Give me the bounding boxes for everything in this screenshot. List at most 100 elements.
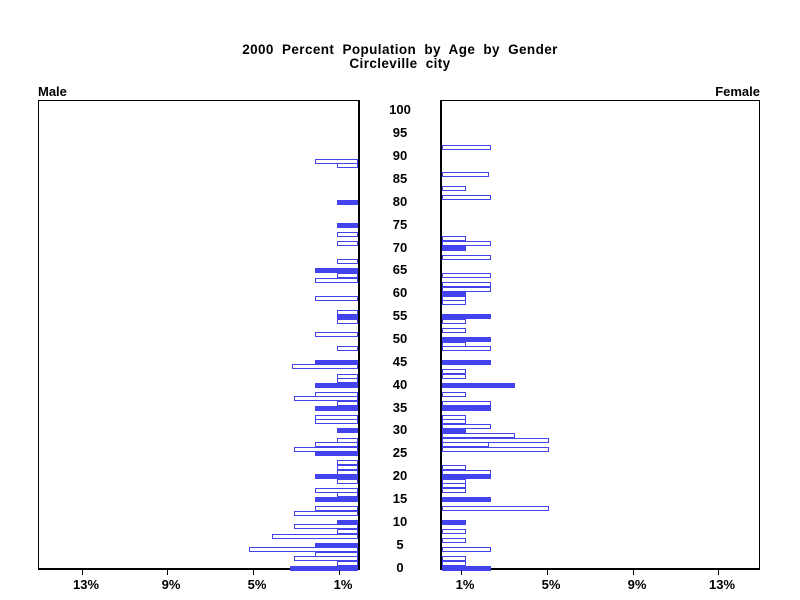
female-pct-tick — [718, 570, 719, 575]
age-axis-label-30: 30 — [392, 422, 408, 438]
female-bar-age-52 — [442, 327, 466, 333]
female-bar-age-49 — [442, 341, 466, 347]
male-pct-label: 5% — [247, 577, 267, 592]
male-bar-age-7 — [272, 533, 358, 539]
female-bar-age-92 — [442, 144, 491, 150]
female-bar-age-29 — [442, 432, 515, 438]
female-bar-age-19 — [442, 478, 466, 484]
male-bar-age-13 — [315, 506, 358, 512]
female-bar-age-38 — [442, 391, 466, 397]
male-bar-age-27 — [315, 442, 358, 448]
male-bar-age-80 — [337, 199, 358, 205]
female-bar-age-83 — [442, 186, 466, 192]
age-axis-label-95: 95 — [392, 125, 408, 141]
male-bar-age-40 — [315, 382, 358, 388]
age-axis-label-15: 15 — [392, 490, 408, 506]
female-bar-age-17 — [442, 487, 466, 493]
male-bar-age-65 — [315, 268, 358, 274]
male-bar-age-75 — [337, 222, 358, 228]
male-bar-age-38 — [315, 391, 358, 397]
age-axis-label-45: 45 — [392, 353, 408, 369]
female-bar-age-18 — [442, 483, 466, 489]
age-axis-label-5: 5 — [396, 536, 404, 552]
male-bar-age-33 — [315, 414, 358, 420]
male-bar-age-22 — [337, 464, 358, 470]
age-axis-label-60: 60 — [392, 285, 408, 301]
female-bar-age-68 — [442, 254, 491, 260]
male-bar-age-1 — [337, 560, 358, 566]
female-bar-age-60 — [442, 291, 466, 297]
male-pct-label: 1% — [333, 577, 353, 592]
male-bar-age-28 — [337, 437, 358, 443]
male-bar-age-42 — [337, 373, 358, 379]
female-bar-age-27 — [442, 442, 489, 448]
female-bar-age-42 — [442, 373, 466, 379]
age-axis-label-100: 100 — [389, 102, 411, 118]
age-axis-label-70: 70 — [392, 239, 408, 255]
female-bar-age-8 — [442, 528, 466, 534]
male-plot-panel — [38, 100, 360, 571]
female-bar-age-21 — [442, 469, 491, 475]
female-bar-age-30 — [442, 428, 466, 434]
male-bar-age-20 — [315, 474, 358, 480]
female-bar-age-40 — [442, 382, 515, 388]
female-pct-label: 1% — [455, 577, 475, 592]
male-bar-age-51 — [315, 332, 358, 338]
female-bar-age-6 — [442, 538, 466, 544]
female-bar-age-13 — [442, 506, 549, 512]
female-pct-tick — [461, 570, 462, 575]
age-axis-label-0: 0 — [396, 559, 404, 575]
male-bar-age-8 — [337, 528, 358, 534]
male-bar-age-15 — [315, 496, 358, 502]
age-axis-label-20: 20 — [392, 468, 408, 484]
female-axis-label: Female — [715, 84, 760, 99]
female-pct-tick — [547, 570, 548, 575]
male-bar-age-16 — [337, 492, 358, 498]
male-bar-age-63 — [315, 277, 358, 283]
male-bar-age-35 — [315, 405, 358, 411]
male-bar-age-56 — [337, 309, 358, 315]
male-bar-age-4 — [249, 547, 358, 553]
female-bar-age-28 — [442, 437, 549, 443]
age-axis-label-35: 35 — [392, 399, 408, 415]
female-bar-age-33 — [442, 414, 466, 420]
female-bar-age-0 — [442, 565, 491, 571]
female-bar-age-55 — [442, 314, 491, 320]
female-bar-age-71 — [442, 240, 491, 246]
male-pct-tick — [82, 570, 83, 575]
male-bar-age-5 — [315, 542, 358, 548]
male-bar-age-54 — [337, 318, 358, 324]
female-bar-age-15 — [442, 496, 491, 502]
female-bar-age-64 — [442, 272, 491, 278]
male-bar-age-3 — [315, 551, 358, 557]
male-bar-age-36 — [337, 400, 358, 406]
male-bar-age-41 — [337, 378, 358, 384]
chart-subtitle: Circleville city — [349, 56, 451, 71]
male-bar-age-23 — [337, 460, 358, 466]
male-bar-age-88 — [337, 163, 358, 169]
age-axis-label-55: 55 — [392, 308, 408, 324]
age-axis-label-25: 25 — [392, 445, 408, 461]
female-pct-label: 5% — [541, 577, 561, 592]
male-pct-label: 9% — [161, 577, 181, 592]
female-bar-age-31 — [442, 423, 491, 429]
female-pct-label: 9% — [627, 577, 647, 592]
female-bar-age-54 — [442, 318, 466, 324]
chart-title: 2000 Percent Population by Age by Gender — [242, 42, 558, 57]
female-pct-label: 13% — [708, 577, 736, 592]
male-pct-tick — [253, 570, 254, 575]
female-bar-age-86 — [442, 172, 489, 178]
male-bar-age-30 — [337, 428, 358, 434]
female-bar-age-10 — [442, 519, 466, 525]
female-pct-tick — [633, 570, 634, 575]
male-bar-age-32 — [315, 419, 358, 425]
male-bar-age-45 — [315, 359, 358, 365]
male-bar-age-10 — [337, 519, 358, 525]
female-bar-age-1 — [442, 560, 466, 566]
age-axis-label-85: 85 — [392, 170, 408, 186]
age-axis-label-40: 40 — [392, 376, 408, 392]
female-bar-age-81 — [442, 195, 491, 201]
male-bar-age-19 — [337, 478, 358, 484]
female-bar-age-61 — [442, 286, 491, 292]
female-bar-age-36 — [442, 400, 491, 406]
